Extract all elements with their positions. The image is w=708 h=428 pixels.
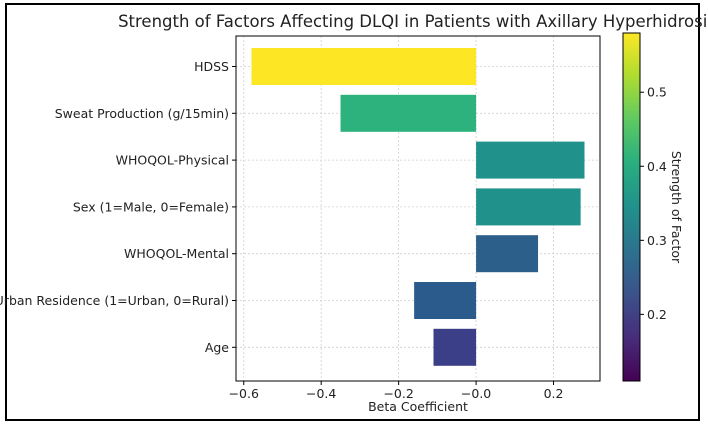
plot-area-border	[235, 35, 601, 382]
bar	[251, 48, 477, 85]
bar	[414, 282, 477, 319]
colorbar-label: Strength of Factor	[669, 151, 684, 264]
colorbar	[622, 32, 641, 382]
x-tick-label: −0.6	[229, 386, 259, 401]
category-label: Sex (1=Male, 0=Female)	[73, 199, 229, 214]
colorbar-tick-label: 0.4	[647, 159, 667, 174]
chart-title: Strength of Factors Affecting DLQI in Pa…	[118, 12, 708, 31]
category-label: WHOQOL-Physical	[116, 153, 229, 168]
bar	[340, 94, 477, 132]
bar	[433, 328, 477, 366]
x-axis-label: Beta Coefficient	[368, 399, 468, 414]
bar	[476, 141, 585, 179]
bar	[476, 188, 581, 226]
x-tick-label: 0.2	[544, 386, 564, 401]
x-tick-label: −0.4	[306, 386, 336, 401]
x-tick-label: −0.2	[383, 386, 413, 401]
bars	[251, 48, 585, 366]
colorbar-tick-label: 0.5	[647, 85, 667, 100]
category-label: HDSS	[194, 59, 229, 74]
category-label: Urban Residence (1=Urban, 0=Rural)	[0, 293, 229, 308]
bar	[476, 235, 539, 273]
y-tick-labels: HDSS Sweat Production (g/15min) WHOQOL-Phy…	[0, 59, 236, 355]
category-label: WHOQOL-Mental	[124, 246, 229, 261]
x-tick-labels: −0.6 −0.4 −0.2 −0.0 0.2	[229, 381, 564, 401]
colorbar-tick-label: 0.3	[647, 233, 667, 248]
category-label: Age	[205, 340, 229, 355]
colorbar-tick-label: 0.2	[647, 307, 667, 322]
x-tick-label: −0.0	[461, 386, 491, 401]
category-label: Sweat Production (g/15min)	[55, 106, 229, 121]
figure-frame	[5, 3, 700, 421]
colorbar-ticks: 0.2 0.3 0.4 0.5	[640, 85, 667, 322]
